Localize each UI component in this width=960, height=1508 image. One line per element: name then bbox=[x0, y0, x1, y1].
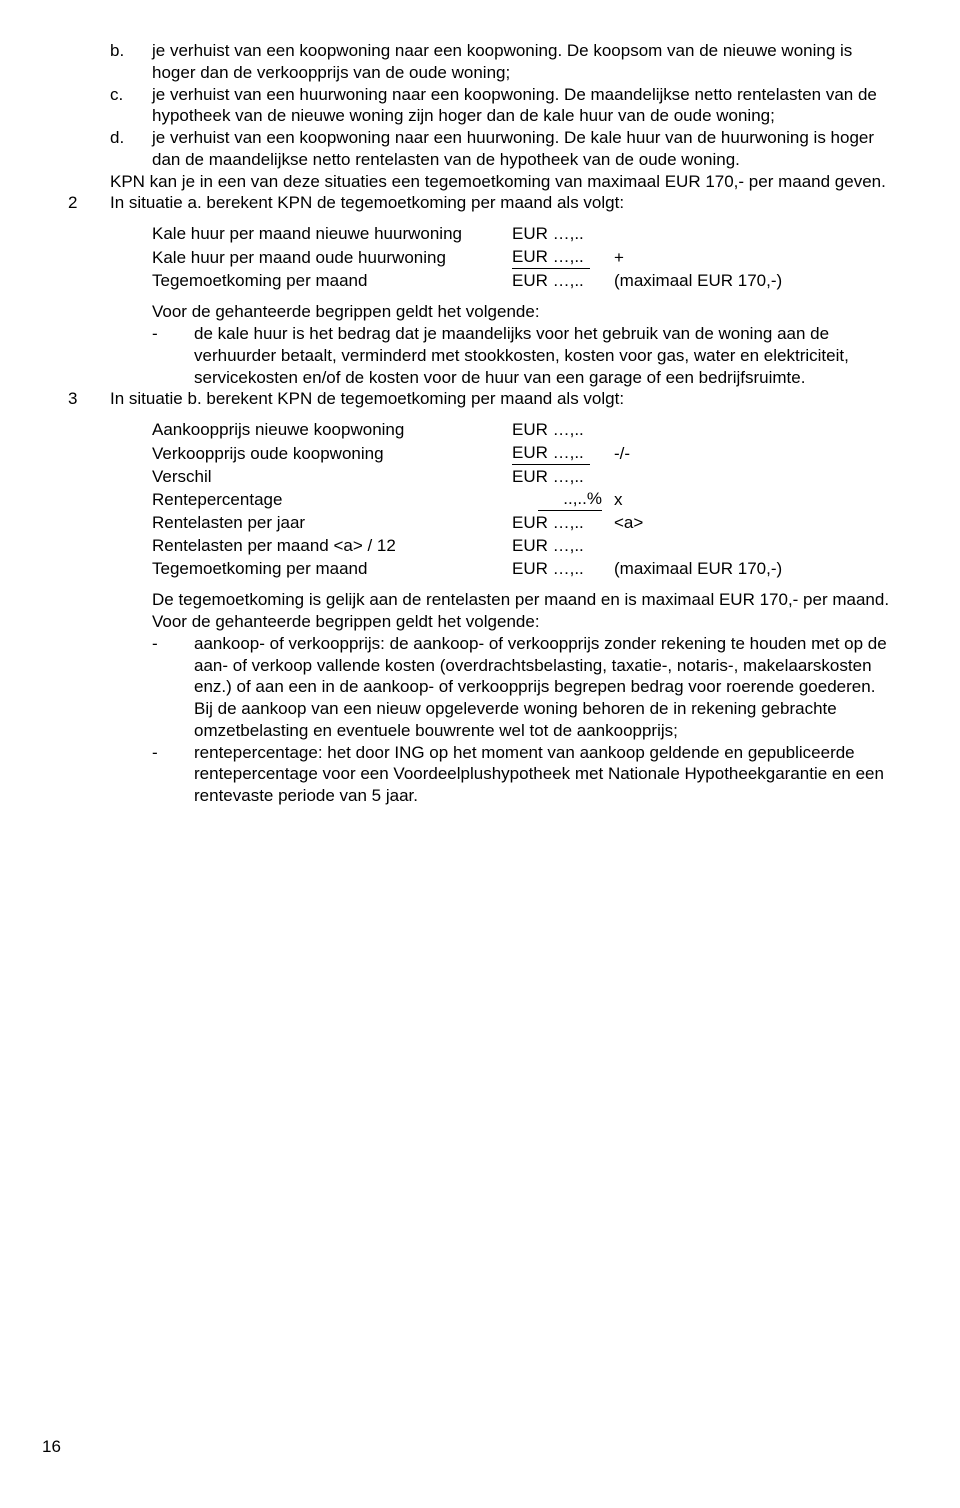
bullet-text: aankoop- of verkoopprijs: de aankoop- of… bbox=[194, 633, 892, 742]
calc-value: ..,..% bbox=[512, 488, 602, 512]
calc-value: EUR …,.. bbox=[512, 512, 602, 535]
calc-label: Verkoopprijs oude koopwoning bbox=[152, 442, 512, 466]
defs-intro: Voor de gehanteerde begrippen geldt het … bbox=[68, 301, 892, 323]
table-row: Verkoopprijs oude koopwoning EUR …,.. -/… bbox=[152, 442, 782, 466]
calc-note bbox=[602, 419, 782, 442]
calc-value-underline: ..,..% bbox=[538, 488, 602, 511]
calc-value: EUR …,.. bbox=[512, 246, 602, 270]
calc-label: Tegemoetkoming per maand bbox=[152, 558, 512, 581]
calc-value: EUR …,.. bbox=[512, 535, 602, 558]
calc-label: Verschil bbox=[152, 466, 512, 489]
outer-marker-empty bbox=[68, 127, 110, 171]
inner-marker: d. bbox=[110, 127, 152, 171]
calc-value: EUR …,.. bbox=[512, 223, 602, 246]
calc-table: Aankoopprijs nieuwe koopwoning EUR …,.. … bbox=[152, 419, 782, 580]
calc-value: EUR …,.. bbox=[512, 419, 602, 442]
calc-value: EUR …,.. bbox=[512, 466, 602, 489]
calc-label: Rentepercentage bbox=[152, 488, 512, 512]
inner-marker: c. bbox=[110, 84, 152, 128]
calc-note: (maximaal EUR 170,-) bbox=[602, 270, 782, 293]
bullet-marker: - bbox=[152, 633, 194, 742]
list-item-text: je verhuist van een huurwoning naar een … bbox=[152, 84, 892, 128]
calc-value: EUR …,.. bbox=[512, 442, 602, 466]
document-page: b. je verhuist van een koopwoning naar e… bbox=[0, 0, 960, 1508]
calc-value-underline: EUR …,.. bbox=[512, 442, 590, 465]
calc-table-a: Kale huur per maand nieuwe huurwoning EU… bbox=[68, 223, 892, 292]
outer-marker-empty bbox=[68, 84, 110, 128]
table-row: Kale huur per maand oude huurwoning EUR … bbox=[152, 246, 782, 270]
bullet-marker: - bbox=[152, 742, 194, 807]
outer-marker: 3 bbox=[68, 388, 110, 410]
bullet-text: rentepercentage: het door ING op het mom… bbox=[194, 742, 892, 807]
calc-note: -/- bbox=[602, 442, 782, 466]
calc-note bbox=[602, 535, 782, 558]
outer-marker: 2 bbox=[68, 192, 110, 214]
list-tail: KPN kan je in een van deze situaties een… bbox=[68, 171, 892, 193]
calc-label: Aankoopprijs nieuwe koopwoning bbox=[152, 419, 512, 442]
defs-intro: Voor de gehanteerde begrippen geldt het … bbox=[68, 611, 892, 633]
calc-value-underline: EUR …,.. bbox=[512, 246, 590, 269]
calc-note: + bbox=[602, 246, 782, 270]
calc-value: EUR …,.. bbox=[512, 558, 602, 581]
page-number: 16 bbox=[42, 1436, 61, 1458]
table-row: Verschil EUR …,.. bbox=[152, 466, 782, 489]
outer-marker-empty bbox=[68, 40, 110, 84]
bullet-item: - de kale huur is het bedrag dat je maan… bbox=[68, 323, 892, 388]
bullet-item: - rentepercentage: het door ING op het m… bbox=[68, 742, 892, 807]
calc-table: Kale huur per maand nieuwe huurwoning EU… bbox=[152, 223, 782, 292]
list-tail-text: KPN kan je in een van deze situaties een… bbox=[110, 171, 892, 193]
list-item: 3 In situatie b. berekent KPN de tegemoe… bbox=[68, 388, 892, 410]
list-item-text: In situatie a. berekent KPN de tegemoetk… bbox=[110, 192, 892, 214]
calc-table-b: Aankoopprijs nieuwe koopwoning EUR …,.. … bbox=[68, 419, 892, 580]
calc-note: x bbox=[602, 488, 782, 512]
table-row: Rentelasten per maand <a> / 12 EUR …,.. bbox=[152, 535, 782, 558]
table-row: Tegemoetkoming per maand EUR …,.. (maxim… bbox=[152, 558, 782, 581]
calc-note: <a> bbox=[602, 512, 782, 535]
calc-value: EUR …,.. bbox=[512, 270, 602, 293]
table-row: Aankoopprijs nieuwe koopwoning EUR …,.. bbox=[152, 419, 782, 442]
bullet-text: de kale huur is het bedrag dat je maande… bbox=[194, 323, 892, 388]
list-item: 2 In situatie a. berekent KPN de tegemoe… bbox=[68, 192, 892, 214]
outer-marker-empty bbox=[68, 171, 110, 193]
calc-label: Rentelasten per maand <a> / 12 bbox=[152, 535, 512, 558]
list-item-text: In situatie b. berekent KPN de tegemoetk… bbox=[110, 388, 892, 410]
list-item-text: je verhuist van een koopwoning naar een … bbox=[152, 40, 892, 84]
inner-marker: b. bbox=[110, 40, 152, 84]
bullet-item: - aankoop- of verkoopprijs: de aankoop- … bbox=[68, 633, 892, 742]
table-row: Tegemoetkoming per maand EUR …,.. (maxim… bbox=[152, 270, 782, 293]
list-item: b. je verhuist van een koopwoning naar e… bbox=[68, 40, 892, 84]
table-row: Rentelasten per jaar EUR …,.. <a> bbox=[152, 512, 782, 535]
calc-label: Kale huur per maand oude huurwoning bbox=[152, 246, 512, 270]
calc-label: Tegemoetkoming per maand bbox=[152, 270, 512, 293]
list-item-text: je verhuist van een koopwoning naar een … bbox=[152, 127, 892, 171]
bullet-marker: - bbox=[152, 323, 194, 388]
table-row: Rentepercentage ..,..% x bbox=[152, 488, 782, 512]
calc-note bbox=[602, 223, 782, 246]
calc-note bbox=[602, 466, 782, 489]
list-item: c. je verhuist van een huurwoning naar e… bbox=[68, 84, 892, 128]
calc-label: Kale huur per maand nieuwe huurwoning bbox=[152, 223, 512, 246]
list-item: d. je verhuist van een koopwoning naar e… bbox=[68, 127, 892, 171]
calc-note: (maximaal EUR 170,-) bbox=[602, 558, 782, 581]
calc-label: Rentelasten per jaar bbox=[152, 512, 512, 535]
paragraph: De tegemoetkoming is gelijk aan de rente… bbox=[68, 589, 892, 611]
table-row: Kale huur per maand nieuwe huurwoning EU… bbox=[152, 223, 782, 246]
